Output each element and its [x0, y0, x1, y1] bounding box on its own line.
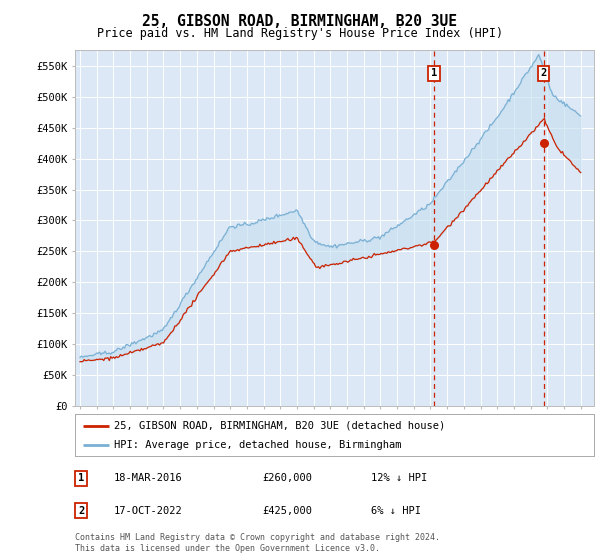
Text: 1: 1 — [78, 473, 85, 483]
Text: 25, GIBSON ROAD, BIRMINGHAM, B20 3UE: 25, GIBSON ROAD, BIRMINGHAM, B20 3UE — [143, 14, 458, 29]
Text: Contains HM Land Registry data © Crown copyright and database right 2024.
This d: Contains HM Land Registry data © Crown c… — [75, 533, 440, 553]
Text: 6% ↓ HPI: 6% ↓ HPI — [371, 506, 421, 516]
Text: 2: 2 — [541, 68, 547, 78]
Text: 2: 2 — [78, 506, 85, 516]
Text: 25, GIBSON ROAD, BIRMINGHAM, B20 3UE (detached house): 25, GIBSON ROAD, BIRMINGHAM, B20 3UE (de… — [114, 421, 445, 431]
Text: £260,000: £260,000 — [262, 473, 312, 483]
Text: HPI: Average price, detached house, Birmingham: HPI: Average price, detached house, Birm… — [114, 440, 401, 450]
Text: £425,000: £425,000 — [262, 506, 312, 516]
Text: 12% ↓ HPI: 12% ↓ HPI — [371, 473, 427, 483]
Text: 1: 1 — [431, 68, 437, 78]
Text: 18-MAR-2016: 18-MAR-2016 — [114, 473, 182, 483]
Text: 17-OCT-2022: 17-OCT-2022 — [114, 506, 182, 516]
Text: Price paid vs. HM Land Registry's House Price Index (HPI): Price paid vs. HM Land Registry's House … — [97, 27, 503, 40]
